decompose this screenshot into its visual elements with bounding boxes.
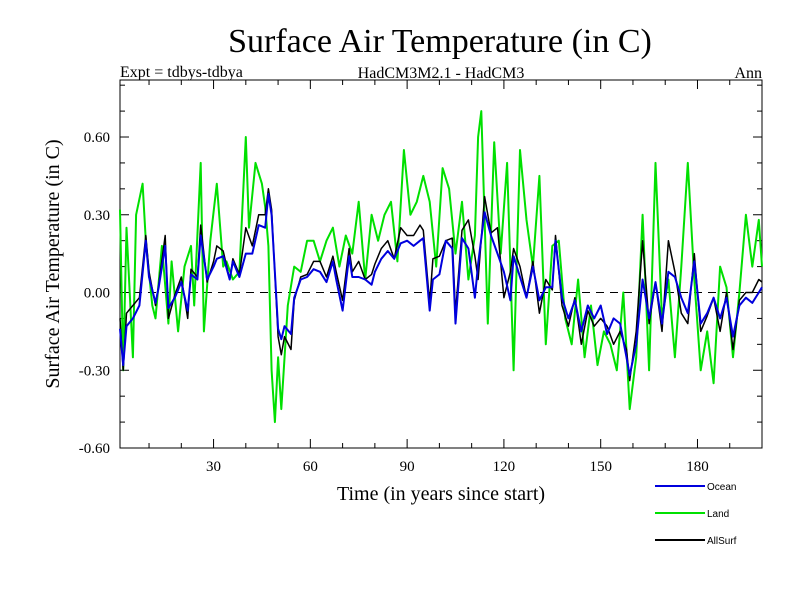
series-line-land (119, 110, 763, 424)
legend-label-allsurf: AllSurf (707, 536, 737, 547)
period-label: Ann (734, 65, 762, 82)
x-tick-label: 60 (303, 459, 318, 475)
y-tick-label: 0.60 (84, 130, 110, 146)
legend-label-ocean: Ocean (707, 482, 736, 493)
series-layer (119, 110, 763, 424)
x-axis-label: Time (in years since start) (337, 483, 545, 505)
y-axis: -0.60 -0.30 0.00 0.30 0.60 (79, 84, 762, 457)
x-tick-label: 30 (206, 459, 221, 475)
y-axis-label: Surface Air Temperature (in C) (42, 139, 64, 388)
experiment-label: Expt = tdbys-tdbya (120, 64, 243, 81)
x-tick-label: 90 (400, 459, 415, 475)
x-axis: 30 60 90 120 150 180 (148, 80, 731, 475)
legend-label-land: Land (707, 509, 729, 520)
legend: Ocean Land AllSurf (655, 482, 737, 547)
y-tick-label: 0.30 (84, 208, 110, 224)
y-tick-label: -0.60 (79, 441, 110, 457)
chart-title: Surface Air Temperature (in C) (228, 23, 652, 60)
model-comparison-label: HadCM3M2.1 - HadCM3 (358, 65, 525, 82)
y-tick-label: 0.00 (84, 286, 110, 302)
series-line-ocean (119, 193, 763, 377)
x-tick-label: 180 (686, 459, 709, 475)
series-line-allsurf (119, 188, 763, 382)
x-tick-label: 150 (589, 459, 612, 475)
y-tick-label: -0.30 (79, 363, 110, 379)
x-tick-label: 120 (493, 459, 516, 475)
